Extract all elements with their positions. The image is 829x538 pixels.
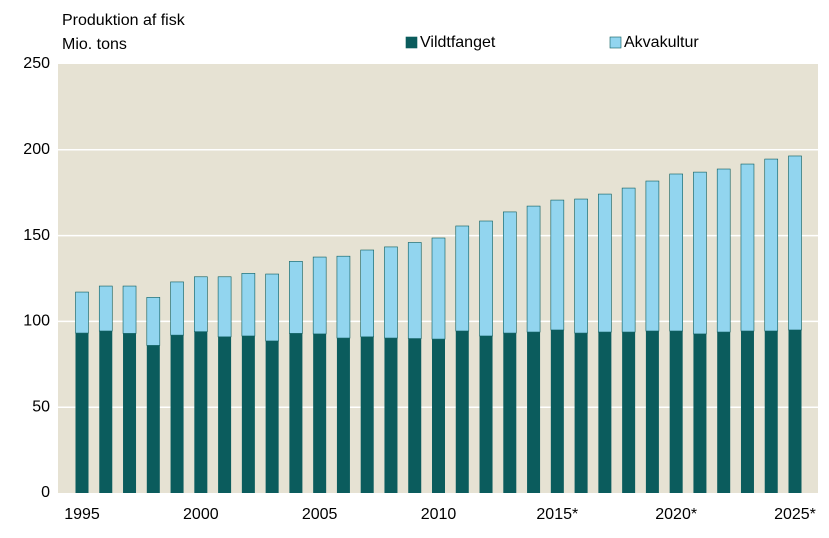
bar-segment [621,187,636,333]
bar-segment [265,340,279,493]
x-tick-label: 2000 [183,506,219,523]
bar-segment [788,329,802,493]
x-tick-label: 2010 [421,506,457,523]
bar-segment [75,333,89,493]
bar-segment [479,220,493,337]
bar-segment [98,285,113,332]
bar-segment [360,336,374,493]
bar-segment [408,338,422,493]
bar-segment [574,198,588,334]
bar-segment [479,335,493,493]
bar-segment [218,336,232,493]
bar-segment [170,335,184,493]
bar-segment [384,338,398,493]
bar-segment [384,246,398,339]
bar-segment [740,163,755,332]
bar-segment [669,331,683,493]
bar-segment [75,291,89,334]
bar-segment [693,333,707,493]
bar-segment [598,332,612,493]
chart-title: Produktion af fisk [62,12,186,29]
legend-label: Akvakultur [624,34,699,51]
bar-segment [550,199,565,331]
bar-segment [526,205,541,333]
bar-segment [455,331,469,493]
bar-segment [289,261,303,334]
bar-segment [194,331,208,493]
bar-segment [645,331,659,493]
bar-segment [146,345,160,493]
bar-segment [336,338,350,493]
bar-segment [407,242,422,339]
x-tick-label: 2015* [536,506,578,523]
bar-segment [360,249,375,338]
y-tick-label: 0 [41,484,50,501]
y-tick-label: 100 [23,313,50,330]
bar-segment [740,331,754,493]
y-tick-label: 150 [23,227,50,244]
bar-segment [622,332,636,493]
legend-label: Vildtfanget [420,34,496,51]
bar-segment [431,237,446,340]
bar-segment [289,333,303,493]
bar-segment [99,331,113,493]
bar-segment [217,276,232,338]
y-tick-label: 200 [23,141,50,158]
bar-segment [432,339,445,493]
bar-segment [503,333,517,493]
bar-segment [550,329,564,493]
bar-segment [764,331,778,493]
legend-swatch [609,36,622,49]
y-axis-label: Mio. tons [62,36,127,53]
bar-segment [122,285,137,334]
x-tick-label: 2025* [774,506,816,523]
bar-segment [598,193,612,333]
bar-segment [312,256,327,335]
bar-segment [764,158,779,332]
y-tick-label: 50 [32,398,50,415]
bar-segment [693,171,707,335]
bar-segment [336,255,351,339]
bar-segment [645,180,660,332]
bar-segment [146,297,161,346]
bar-segment [717,332,731,493]
bar-segment [241,335,255,493]
bar-segment [669,173,683,332]
bar-segment [502,211,517,334]
bar-segment [241,273,256,337]
legend-swatch [405,36,418,49]
x-tick-label: 2020* [655,506,697,523]
bar-segment [313,333,327,493]
y-tick-label: 250 [23,55,50,72]
bar-segment [788,155,802,331]
bar-segment [716,168,731,333]
bar-segment [194,276,208,332]
bar-segment [265,273,279,342]
bar-segment [123,333,137,493]
bar-segment [455,225,470,332]
bar-segment [170,281,184,336]
bar-segment [527,332,541,493]
bar-segment [574,333,588,493]
x-tick-label: 2005 [302,506,338,523]
x-tick-label: 1995 [64,506,100,523]
